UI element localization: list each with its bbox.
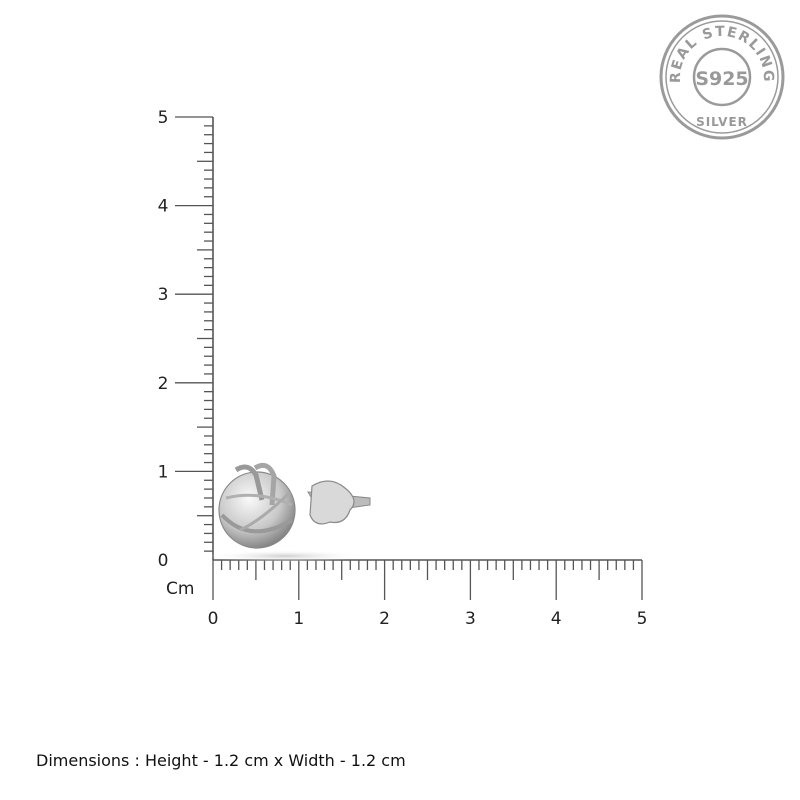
vertical-tick-label: 3 — [158, 285, 169, 305]
seal-bottom-text: SILVER — [696, 115, 748, 129]
horizontal-tick-label: 4 — [551, 609, 562, 629]
horizontal-tick-label: 2 — [379, 609, 390, 629]
ruler: 0 1 2 3 4 5 0 1 2 3 4 5 Cm — [158, 108, 648, 629]
unit-label: Cm — [166, 579, 194, 599]
vertical-tick-label: 0 — [158, 551, 169, 571]
horizontal-tick-label: 1 — [293, 609, 304, 629]
vertical-tick-label: 4 — [158, 197, 169, 217]
vertical-tick-label: 5 — [158, 108, 169, 128]
horizontal-tick-label: 5 — [637, 609, 648, 629]
sterling-silver-seal: REAL STERLING S925 SILVER — [659, 14, 785, 140]
seal-center-text: S925 — [695, 68, 748, 90]
vertical-tick-label: 1 — [158, 462, 169, 482]
vertical-tick-label: 2 — [158, 374, 169, 394]
horizontal-tick-label: 0 — [208, 609, 219, 629]
horizontal-tick-label: 3 — [465, 609, 476, 629]
dimensions-caption: Dimensions : Height - 1.2 cm x Width - 1… — [36, 751, 406, 770]
knot-stud-earring-image — [205, 462, 371, 562]
